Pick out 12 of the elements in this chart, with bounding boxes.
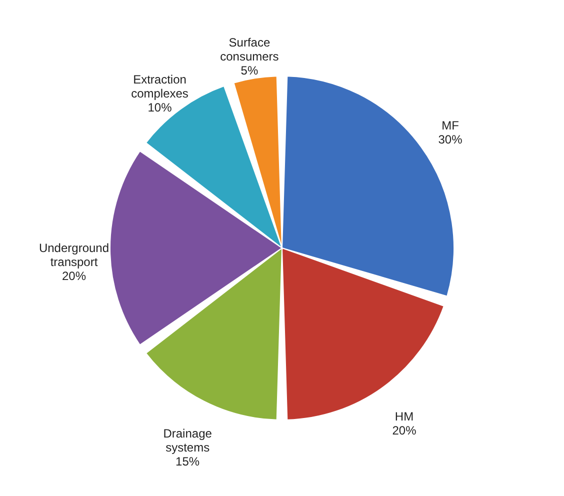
data-label: 20% xyxy=(392,423,417,438)
data-label: 15% xyxy=(176,454,200,468)
data-label: 30% xyxy=(438,132,463,147)
slice-label: Drainage systems xyxy=(163,426,212,454)
data-label: 10% xyxy=(148,100,172,115)
slice-label: MF xyxy=(442,118,459,133)
slice-label: Extraction complexes xyxy=(131,72,188,101)
slice-label: Underground transport xyxy=(38,241,110,269)
slice-label: Surface consumers xyxy=(220,36,279,64)
data-label: 5% xyxy=(240,64,258,78)
data-label: 20% xyxy=(62,269,86,283)
slice-label: HM xyxy=(394,409,414,424)
